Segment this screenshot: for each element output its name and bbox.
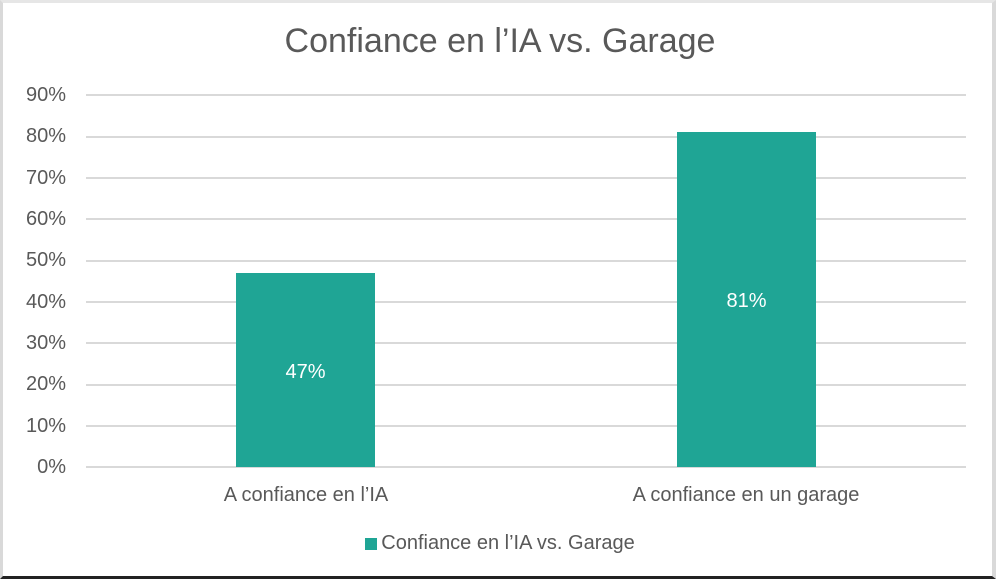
gridline <box>86 260 966 262</box>
x-category-label: A confiance en un garage <box>632 484 860 506</box>
chart-title: Confiance en l’IA vs. Garage <box>284 22 716 60</box>
legend-label: Confiance en l’IA vs. Garage <box>381 532 635 554</box>
y-tick-label: 80% <box>25 125 66 147</box>
y-tick-label: 40% <box>25 291 66 313</box>
gridline <box>86 425 966 427</box>
y-tick-label: 60% <box>25 208 66 230</box>
data-label: 47% <box>285 361 326 383</box>
x-category-label: A confiance en l’IA <box>223 484 389 506</box>
gridline <box>86 218 966 220</box>
legend: Confiance en l’IA vs. Garage <box>0 532 1000 555</box>
bar-ai: 47% <box>236 273 375 467</box>
gridline <box>86 136 966 138</box>
legend-swatch-icon <box>365 537 378 550</box>
data-label: 81% <box>726 290 767 312</box>
y-tick-label: 30% <box>25 332 66 354</box>
gridline <box>86 342 966 344</box>
x-axis-line <box>86 466 966 468</box>
y-tick-label: 10% <box>25 415 66 437</box>
gridline <box>86 94 966 96</box>
gridline <box>86 301 966 303</box>
y-tick-label: 70% <box>25 167 66 189</box>
gridline <box>86 177 966 179</box>
y-tick-label: 50% <box>25 249 66 271</box>
y-tick-label: 0% <box>37 456 66 478</box>
y-tick-label: 20% <box>25 373 66 395</box>
bar-garage: 81% <box>677 132 816 467</box>
gridline <box>86 384 966 386</box>
y-tick-label: 90% <box>25 84 66 106</box>
